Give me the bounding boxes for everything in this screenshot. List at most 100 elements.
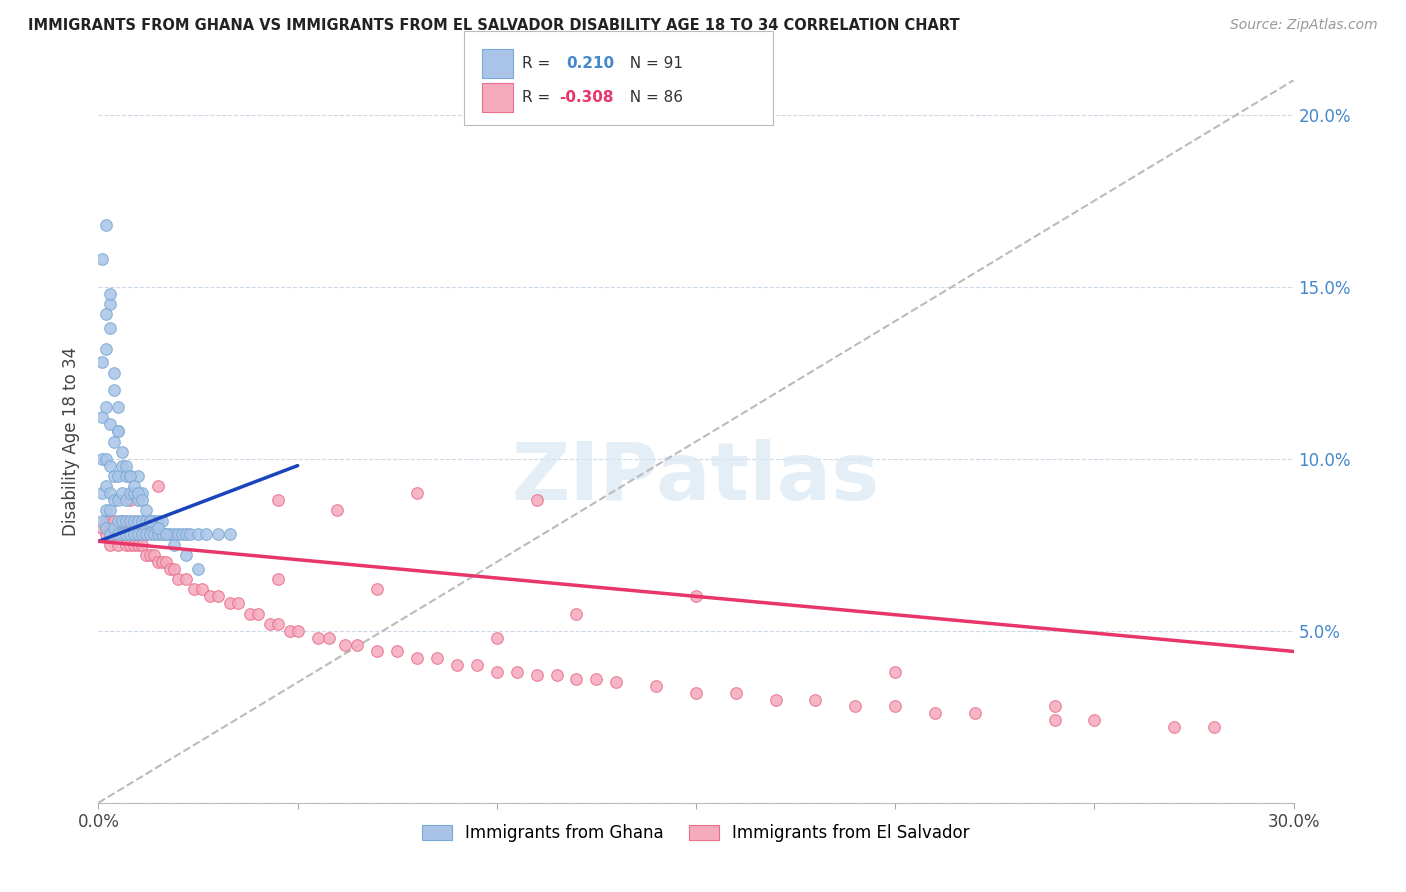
Point [124, 486, 146, 500]
Point [98, 538, 122, 552]
Point [163, 527, 186, 541]
Point [1202, 720, 1225, 734]
Point [148, 527, 170, 541]
Point [127, 514, 149, 528]
Point [139, 548, 162, 562]
Point [98, 458, 122, 473]
Point [148, 555, 170, 569]
Point [107, 493, 129, 508]
Text: ZIPatlas: ZIPatlas [512, 439, 880, 516]
Point [96, 307, 118, 321]
Point [267, 572, 290, 586]
Point [318, 631, 340, 645]
Point [96, 400, 118, 414]
Point [198, 590, 221, 604]
Text: N = 91: N = 91 [620, 56, 683, 70]
Point [426, 651, 449, 665]
Point [346, 638, 368, 652]
Legend: Immigrants from Ghana, Immigrants from El Salvador: Immigrants from Ghana, Immigrants from E… [415, 817, 977, 848]
Point [127, 486, 149, 500]
Point [155, 555, 177, 569]
Point [259, 616, 281, 631]
Point [103, 366, 125, 380]
Point [120, 538, 142, 552]
Point [326, 503, 349, 517]
Point [107, 527, 129, 541]
Point [446, 658, 468, 673]
Point [111, 527, 134, 541]
Point [120, 514, 142, 528]
Point [131, 538, 153, 552]
Point [107, 514, 129, 528]
Point [96, 451, 118, 466]
Point [1083, 713, 1105, 727]
Point [103, 383, 125, 397]
Point [278, 624, 301, 638]
Point [163, 538, 186, 552]
Point [115, 469, 138, 483]
Point [115, 493, 138, 508]
Point [406, 486, 429, 500]
Point [107, 469, 129, 483]
Point [239, 607, 262, 621]
Point [98, 527, 122, 541]
Point [115, 520, 138, 534]
Point [115, 527, 138, 541]
Point [103, 434, 125, 449]
Point [167, 572, 190, 586]
Point [884, 699, 907, 714]
Point [207, 527, 229, 541]
Point [143, 527, 166, 541]
Point [187, 562, 209, 576]
Point [135, 514, 157, 528]
Point [148, 520, 170, 534]
Point [148, 479, 170, 493]
Point [111, 514, 134, 528]
Point [963, 706, 986, 721]
Point [335, 638, 357, 652]
Point [103, 493, 125, 508]
Point [139, 527, 162, 541]
Point [143, 548, 166, 562]
Point [167, 527, 190, 541]
Point [724, 686, 747, 700]
Point [506, 665, 529, 679]
Point [246, 607, 269, 621]
Point [91, 514, 114, 528]
Point [127, 527, 149, 541]
Point [884, 665, 907, 679]
Point [107, 400, 129, 414]
Point [219, 527, 242, 541]
Point [585, 672, 607, 686]
Point [155, 527, 177, 541]
Point [174, 572, 197, 586]
Point [179, 527, 201, 541]
Point [131, 527, 153, 541]
Point [98, 321, 122, 335]
Point [98, 486, 122, 500]
Point [131, 514, 153, 528]
Point [91, 252, 114, 267]
Point [150, 527, 173, 541]
Point [565, 607, 588, 621]
Point [219, 596, 242, 610]
Point [485, 631, 508, 645]
Point [91, 486, 114, 500]
Point [120, 469, 142, 483]
Point [135, 527, 157, 541]
Point [366, 644, 388, 658]
Point [307, 631, 329, 645]
Point [127, 493, 149, 508]
Point [267, 493, 290, 508]
Point [605, 675, 627, 690]
Point [406, 651, 429, 665]
Point [174, 527, 197, 541]
Point [96, 520, 118, 534]
Point [107, 424, 129, 438]
Point [96, 503, 118, 517]
Point [111, 527, 134, 541]
Point [124, 527, 146, 541]
Point [124, 479, 146, 493]
Point [115, 538, 138, 552]
Point [127, 538, 149, 552]
